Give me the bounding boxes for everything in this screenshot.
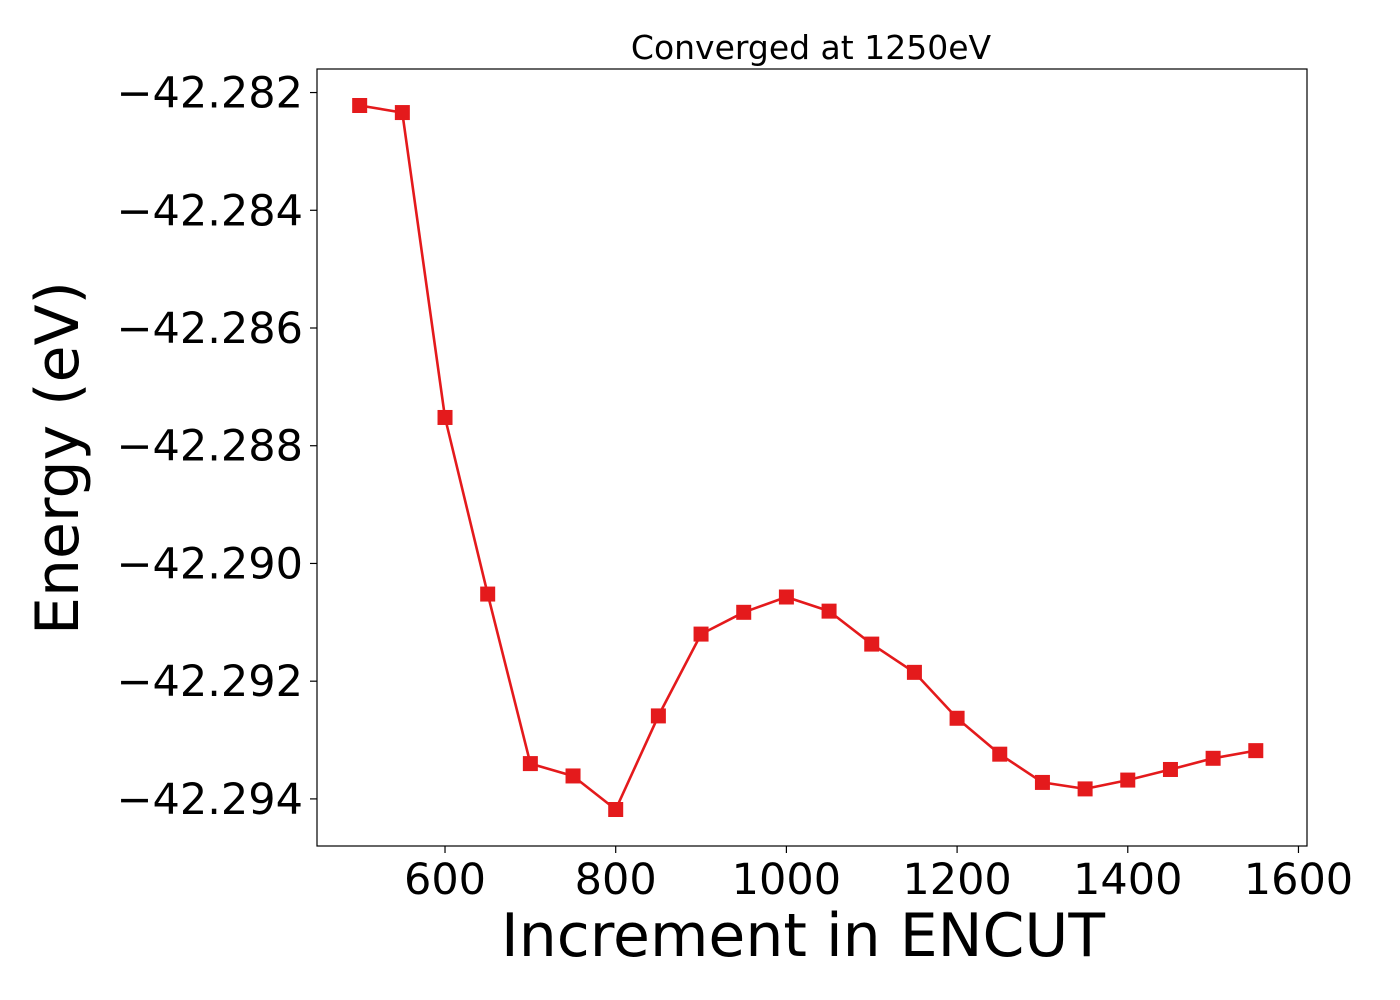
data-point [992, 746, 1008, 762]
data-point [1120, 772, 1136, 788]
x-tick-label: 1400 [1073, 855, 1182, 905]
data-point [650, 708, 666, 724]
data-point [864, 636, 880, 652]
data-point [437, 409, 453, 425]
data-point [1034, 774, 1050, 790]
data-point [821, 603, 837, 619]
x-axis-label: Increment in ENCUT [501, 901, 1105, 971]
series-group [352, 97, 1264, 818]
x-tick-label: 600 [404, 855, 486, 905]
data-point [352, 97, 368, 113]
x-axis-ticks: 600 800 1000 1200 1400 1600 [404, 846, 1353, 905]
x-tick-label: 1600 [1244, 855, 1353, 905]
data-point [1205, 750, 1221, 766]
plot-frame [316, 68, 1308, 847]
y-tick-label: −42.292 [117, 657, 304, 707]
data-point [906, 664, 922, 680]
data-point [693, 626, 709, 642]
y-tick-label: −42.284 [117, 186, 304, 236]
y-tick-label: −42.282 [117, 69, 304, 119]
data-point [778, 589, 794, 605]
y-tick-label: −42.290 [117, 539, 304, 589]
x-tick-label: 1200 [902, 855, 1011, 905]
x-tick-label: 800 [575, 855, 657, 905]
x-tick-label: 1000 [732, 855, 841, 905]
y-axis-ticks: −42.282 −42.284 −42.286 −42.288 −42.290 −42.2… [117, 69, 317, 825]
data-point [1248, 743, 1264, 759]
chart-title: Converged at 1250eV [631, 28, 992, 67]
data-point [394, 105, 410, 121]
data-point [480, 586, 496, 602]
y-tick-label: −42.286 [117, 304, 304, 354]
y-tick-label: −42.294 [117, 775, 304, 825]
data-point [1077, 781, 1093, 797]
data-point [949, 710, 965, 726]
y-axis-label: Energy (eV) [23, 281, 93, 635]
y-tick-label: −42.288 [117, 422, 304, 472]
data-point [736, 604, 752, 620]
data-point [565, 768, 581, 784]
data-point [608, 802, 624, 818]
data-point [522, 756, 538, 772]
data-point [1162, 761, 1178, 777]
series-line [359, 104, 1257, 811]
